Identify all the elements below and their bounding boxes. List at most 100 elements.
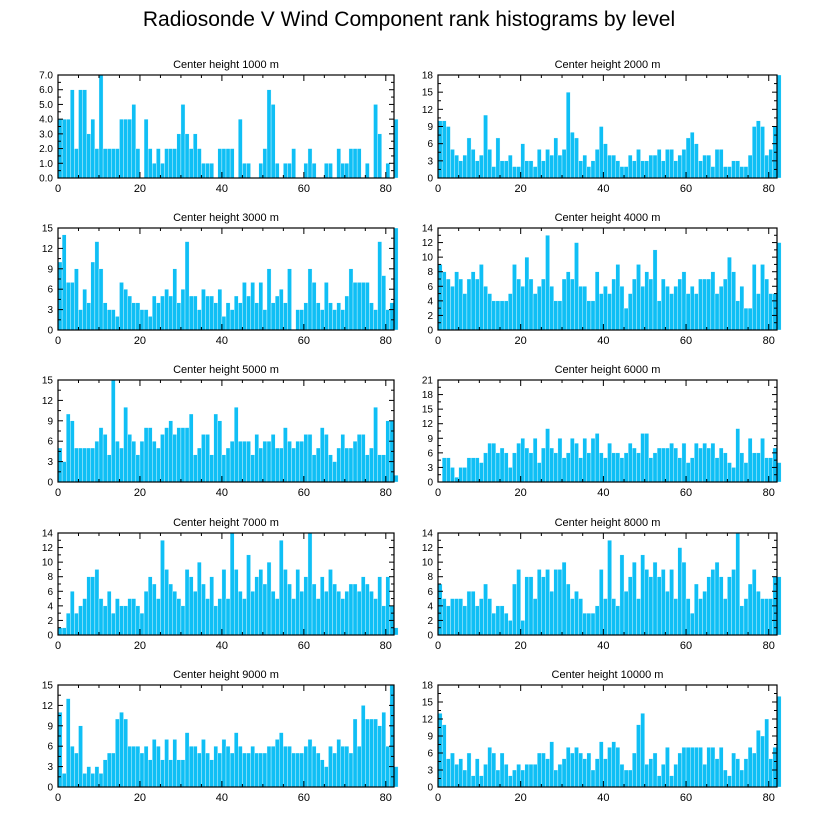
histogram-bar bbox=[164, 427, 169, 483]
histogram-bar bbox=[250, 454, 255, 483]
histogram-bar bbox=[553, 769, 559, 788]
y-tick-label: 15 bbox=[42, 376, 54, 387]
y-tick-label: 3 bbox=[47, 762, 53, 773]
histogram-bar bbox=[698, 747, 703, 788]
histogram-bar bbox=[669, 442, 674, 483]
histogram-bar bbox=[690, 457, 695, 483]
histogram-bar bbox=[324, 282, 329, 331]
histogram-bar bbox=[495, 452, 501, 483]
histogram-bar bbox=[739, 286, 745, 331]
histogram-bar bbox=[119, 605, 124, 636]
histogram-bar bbox=[57, 712, 63, 788]
histogram-bar bbox=[156, 598, 161, 636]
histogram-bar bbox=[176, 427, 182, 483]
histogram-bar bbox=[336, 148, 341, 179]
histogram-bar bbox=[760, 438, 765, 483]
x-tick-label: 60 bbox=[680, 640, 692, 652]
histogram-bar bbox=[348, 583, 354, 636]
histogram-bar bbox=[677, 547, 683, 636]
histogram-bar bbox=[123, 718, 128, 788]
histogram-bar bbox=[479, 264, 484, 331]
histogram-bar bbox=[180, 104, 186, 179]
x-tick-label: 0 bbox=[55, 183, 61, 195]
histogram-bar bbox=[665, 149, 670, 179]
histogram-bar bbox=[706, 154, 712, 179]
histogram-bar bbox=[111, 309, 116, 331]
histogram-bar bbox=[266, 746, 272, 788]
y-tick-label: 12 bbox=[42, 244, 54, 255]
histogram-bar bbox=[320, 759, 325, 788]
histogram-bar bbox=[393, 627, 399, 636]
histogram-bar bbox=[694, 583, 699, 636]
chart-main-title: Radiosonde V Wind Component rank histogr… bbox=[142, 8, 676, 31]
histogram-bar bbox=[393, 227, 399, 331]
histogram-bar bbox=[743, 307, 749, 331]
histogram-bar bbox=[690, 612, 695, 636]
histogram-bar bbox=[197, 447, 202, 483]
histogram-bar bbox=[607, 154, 612, 179]
histogram-bar bbox=[238, 118, 243, 179]
histogram-bar bbox=[365, 282, 370, 331]
histogram-bar bbox=[499, 300, 505, 331]
histogram-bar bbox=[532, 764, 538, 788]
histogram-bar bbox=[279, 447, 284, 483]
histogram-bar bbox=[365, 583, 370, 636]
histogram-bar bbox=[470, 457, 476, 483]
histogram-bar bbox=[127, 295, 132, 331]
histogram-bar bbox=[361, 705, 366, 788]
histogram-bar bbox=[328, 302, 333, 331]
histogram-bar bbox=[127, 746, 132, 788]
y-tick-label: 2.0 bbox=[39, 144, 53, 155]
histogram-bar bbox=[156, 302, 161, 331]
histogram-bar bbox=[528, 576, 534, 636]
histogram-bar bbox=[106, 148, 112, 179]
histogram-bar bbox=[640, 554, 645, 636]
histogram-bar bbox=[528, 452, 534, 483]
histogram-bar bbox=[739, 769, 745, 788]
histogram-bar bbox=[127, 118, 132, 179]
histogram-bar bbox=[690, 132, 695, 179]
y-tick-label: 18 bbox=[422, 681, 434, 692]
x-tick-label: 40 bbox=[216, 183, 228, 195]
histogram-bar bbox=[760, 126, 765, 179]
x-tick-label: 20 bbox=[515, 640, 527, 652]
histogram-bar bbox=[549, 286, 554, 331]
histogram-bar bbox=[698, 160, 703, 179]
histogram-bar bbox=[545, 569, 550, 636]
histogram-bar bbox=[578, 457, 583, 483]
histogram-bar bbox=[723, 598, 728, 636]
histogram-bar bbox=[324, 591, 329, 636]
histogram-bar bbox=[528, 160, 534, 179]
histogram-bar bbox=[532, 438, 538, 483]
histogram-bar bbox=[369, 302, 374, 331]
histogram-bar bbox=[627, 576, 633, 636]
histogram-bar bbox=[590, 769, 596, 788]
histogram-bar bbox=[295, 752, 300, 788]
histogram-bar bbox=[78, 447, 83, 483]
histogram-bar bbox=[348, 148, 354, 179]
y-tick-label: 9 bbox=[427, 122, 433, 133]
histogram-bar bbox=[70, 89, 75, 179]
histogram-bar bbox=[661, 764, 666, 788]
histogram-bar bbox=[356, 282, 362, 331]
histogram-bar bbox=[446, 605, 451, 636]
x-tick-label: 20 bbox=[515, 183, 527, 195]
histogram-bar bbox=[619, 286, 625, 331]
histogram-bar bbox=[307, 268, 313, 331]
histogram-bar bbox=[599, 569, 604, 636]
histogram-bar bbox=[528, 764, 534, 788]
histogram-bar bbox=[90, 773, 96, 788]
histogram-bar bbox=[147, 576, 153, 636]
histogram-bar bbox=[221, 148, 227, 179]
histogram-bar bbox=[221, 569, 227, 636]
histogram-bar bbox=[627, 154, 633, 179]
histogram-bar bbox=[180, 605, 186, 636]
histogram-bar bbox=[727, 462, 732, 483]
histogram-bar bbox=[652, 752, 658, 788]
histogram-bar bbox=[495, 769, 501, 788]
histogram-panel: 0 20 40 60 80 0 3 6 9 12 15 18 Center height 2000 m bbox=[422, 59, 782, 195]
histogram-bar bbox=[102, 434, 108, 483]
histogram-bar bbox=[458, 598, 463, 636]
histogram-bar bbox=[570, 438, 575, 483]
histogram-bar bbox=[217, 148, 223, 179]
